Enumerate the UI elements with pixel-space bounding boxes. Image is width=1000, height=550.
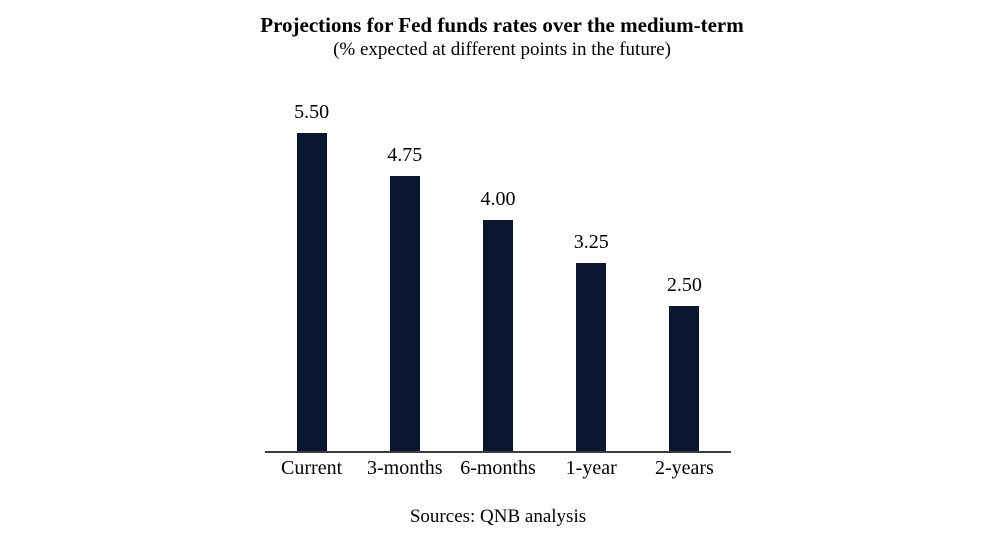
chart-heading: Projections for Fed funds rates over the…: [2, 13, 1000, 61]
bar-value-label-1-year: 3.25: [573, 231, 609, 253]
x-tick-label-3-months: 3-months: [367, 457, 443, 479]
bar-value-label-2-years: 2.50: [666, 274, 702, 296]
chart-subtitle: (% expected at different points in the f…: [333, 39, 671, 60]
bar-value-label-3-months: 4.75: [387, 144, 423, 166]
x-tick-label-6-months: 6-months: [460, 457, 536, 479]
x-tick-label-current: Current: [281, 457, 343, 479]
x-tick-label-2-years: 2-years: [654, 457, 714, 479]
bar-6-months: [483, 220, 513, 451]
bar-1-year: [576, 263, 607, 451]
bar-column-current: 5.50: [265, 95, 358, 451]
chart-title: Projections for Fed funds rates over the…: [260, 13, 744, 37]
bar-value-label-current: 5.50: [294, 101, 330, 123]
bar-column-6-months: 4.00: [451, 95, 544, 451]
source-note: Sources: QNB analysis: [409, 506, 587, 527]
bar-column-3-months: 4.75: [358, 95, 451, 451]
bar-2-years: [669, 306, 700, 451]
x-axis-labels: Current 3-months 6-months 1-year 2-years: [265, 456, 731, 480]
bar-current: [296, 133, 327, 451]
plot-area: 5.50 4.75 4.00 3.25 2.50: [265, 95, 731, 453]
bar-3-months: [389, 176, 420, 451]
bar-column-2-years: 2.50: [638, 95, 731, 451]
x-tick-label-1-year: 1-year: [565, 457, 617, 479]
bar-value-label-6-months: 4.00: [480, 188, 516, 210]
bar-column-1-year: 3.25: [545, 95, 638, 451]
